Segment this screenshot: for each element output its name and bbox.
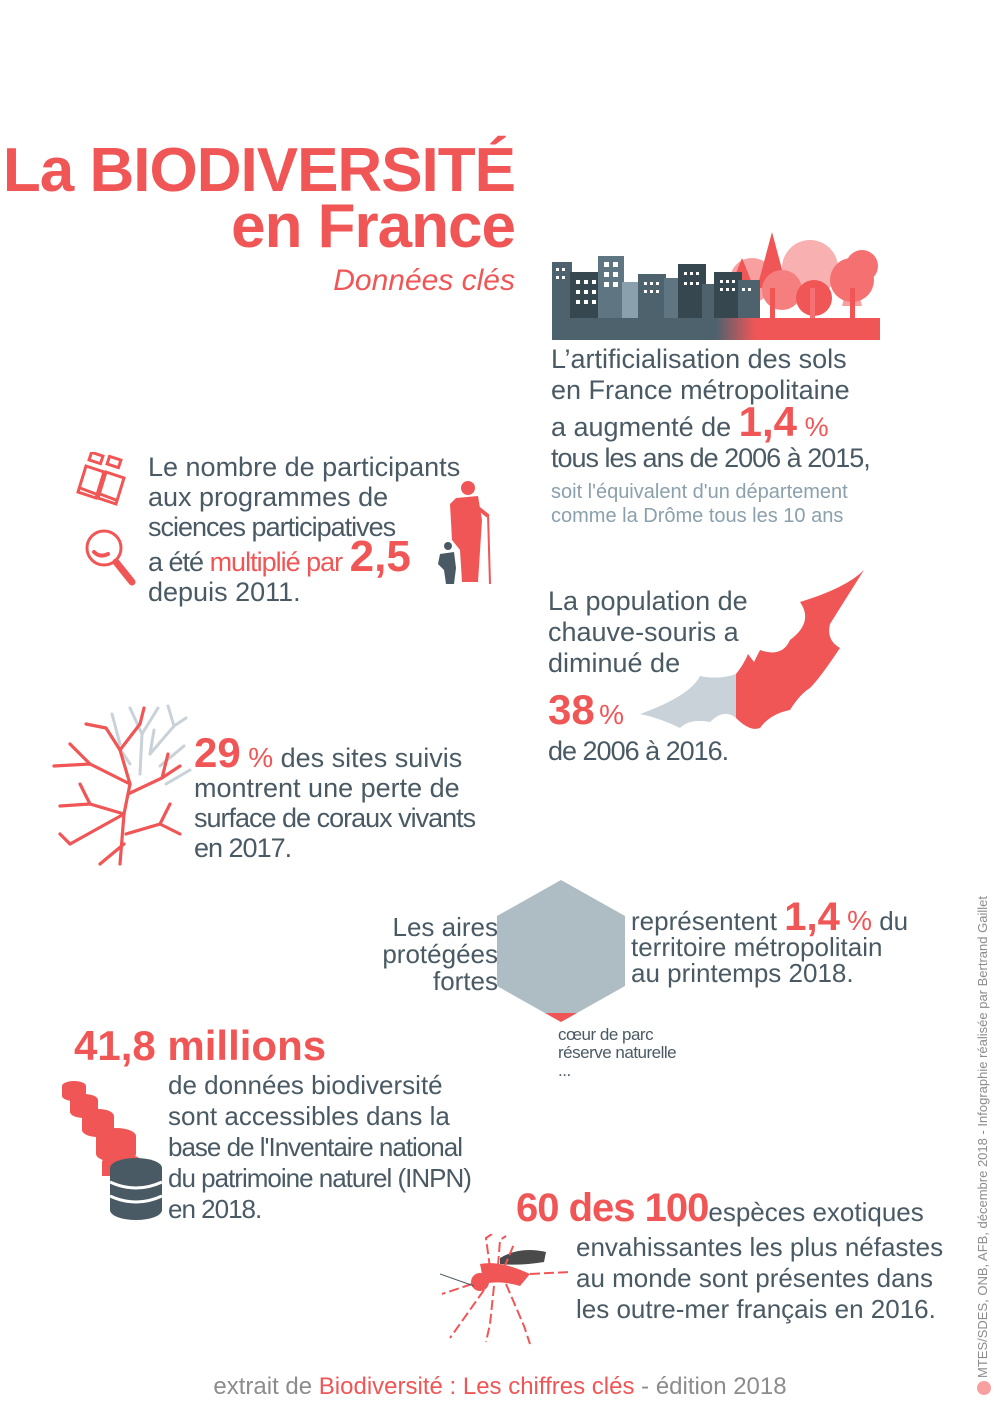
artificialisation-line3: a augmenté de 1,4 %	[551, 398, 829, 445]
corals-block: 29 % des sites suivis montrent une perte…	[194, 729, 476, 864]
corals-unit: %	[248, 742, 274, 773]
corals-line1: 29 % des sites suivis	[194, 729, 463, 776]
artificialisation-block: L’artificialisation des sols en France m…	[551, 344, 871, 528]
protected-areas-left-line1: Les aires	[392, 912, 499, 942]
inpn-line1: de données biodiversité	[168, 1070, 443, 1100]
participants-line5: depuis 2011.	[148, 577, 301, 607]
protected-areas-unit: %	[847, 905, 872, 936]
protected-areas-value: 1,4	[784, 895, 840, 939]
example-ellipsis: ...	[558, 1061, 571, 1080]
artificialisation-value: 1,4	[738, 398, 798, 445]
protected-areas-right-line1: représentent 1,4 % du	[631, 895, 909, 939]
credits-dot-icon	[976, 1381, 991, 1395]
inpn-line4: du patrimoine naturel (INPN)	[168, 1163, 472, 1193]
invasive-line1: 60 des 100espèces exotiques	[516, 1186, 924, 1230]
inpn-line3: base de l'Inventaire national	[168, 1132, 463, 1162]
artificialisation-unit: %	[804, 412, 829, 442]
bats-line2: chauve-souris a	[548, 617, 739, 647]
mosquito-icon	[440, 1234, 571, 1345]
participants-line3: sciences participatives	[148, 512, 396, 542]
page-title-line2: en France	[231, 192, 516, 261]
protected-areas-examples: cœur de parc réserve naturelle ...	[558, 1025, 677, 1080]
participants-value: 2,5	[349, 532, 411, 581]
corals-line4: en 2017.	[194, 833, 292, 863]
participants-line4: a été multiplié par 2,5	[148, 532, 411, 581]
invasive-line3: au monde sont présentes dans	[576, 1263, 934, 1293]
protected-areas-right: représentent 1,4 % du territoire métropo…	[631, 895, 909, 988]
bats-line4: de 2006 à 2016.	[548, 736, 729, 766]
protected-areas-left-line3: fortes	[432, 966, 498, 996]
page-subtitle: Données clés	[333, 264, 515, 297]
city-to-forest-illustration-icon	[552, 232, 880, 340]
binoculars-icon	[76, 452, 126, 506]
protected-areas-right-line3: au printemps 2018.	[631, 958, 854, 988]
footer-publication-link[interactable]: Biodiversité : Les chiffres clés	[318, 1373, 635, 1400]
protected-areas-left-line2: protégées	[382, 939, 498, 969]
artificialisation-note-line1: soit l'équivalent d'un département	[551, 481, 848, 503]
participants-highlight: multiplié par	[209, 547, 344, 577]
example-reserve-naturelle: réserve naturelle	[558, 1043, 677, 1062]
invasive-line4: les outre-mer français en 2016.	[576, 1294, 936, 1324]
bats-line1: La population de	[548, 586, 748, 616]
invasive-block: envahissantes les plus néfastes au monde…	[576, 1232, 943, 1325]
artificialisation-note-line2: comme la Drôme tous les 10 ans	[551, 505, 844, 527]
invasive-line2: envahissantes les plus néfastes	[576, 1232, 944, 1262]
example-coeur-de-parc: cœur de parc	[558, 1025, 654, 1044]
artificialisation-line1: L’artificialisation des sols	[551, 344, 847, 374]
bats-block: La population de chauve-souris a diminué…	[548, 586, 748, 679]
bat-icon	[640, 570, 864, 729]
inpn-block: de données biodiversité sont accessibles…	[168, 1070, 472, 1225]
participants-line1: Le nombre de participants	[148, 452, 461, 482]
inpn-line5: en 2018.	[168, 1194, 262, 1224]
coral-icon	[52, 704, 192, 866]
page-title-line1: La BIODIVERSITÉ	[2, 136, 516, 205]
invasive-value: 60 des 100	[516, 1186, 709, 1230]
corals-value: 29	[194, 729, 241, 776]
corals-line2: montrent une perte de	[194, 773, 460, 803]
bats-line3: diminué de	[548, 648, 681, 678]
database-coins-icon	[62, 1081, 163, 1220]
protected-areas-right-line2: territoire métropolitain	[631, 932, 883, 962]
magnifying-glass-icon	[85, 529, 136, 586]
bats-value-row: 38 %	[548, 686, 624, 734]
hexagon-icon	[497, 880, 625, 1022]
footer: extrait de Biodiversité : Les chiffres c…	[213, 1373, 787, 1400]
credits: MTES/SDES, ONB, AFB, décembre 2018 - Inf…	[975, 896, 991, 1395]
artificialisation-line4: tous les ans de 2006 à 2015,	[551, 443, 871, 473]
hikers-icon	[438, 481, 491, 584]
bats-value: 38	[548, 686, 595, 733]
participants-line2: aux programmes de	[148, 482, 389, 512]
inpn-value: 41,8 millions	[74, 1022, 327, 1069]
protected-areas-left: Les aires protégées fortes	[382, 914, 498, 995]
artificialisation-line2: en France métropolitaine	[551, 375, 850, 405]
participants-block: Le nombre de participants aux programmes…	[148, 452, 460, 607]
corals-line3: surface de coraux vivants	[194, 803, 476, 833]
inpn-line2: sont accessibles dans la	[168, 1101, 450, 1131]
bats-unit: %	[599, 699, 625, 730]
